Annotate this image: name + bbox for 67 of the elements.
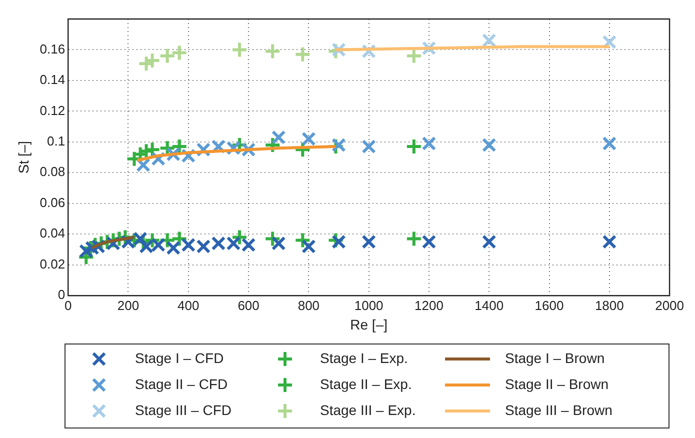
legend-label: Stage I – Exp. bbox=[320, 350, 408, 366]
y-tick-label: 0.06 bbox=[40, 194, 66, 210]
point bbox=[139, 239, 154, 254]
x-tick-label: 400 bbox=[178, 298, 200, 313]
point bbox=[332, 138, 346, 152]
point bbox=[294, 46, 312, 63]
y-tick-label: 0.14 bbox=[40, 72, 66, 88]
legend-label: Stage III – CFD bbox=[135, 402, 232, 418]
point bbox=[332, 234, 346, 249]
x-tick-label: 1800 bbox=[594, 298, 624, 313]
x-tick-label: 2000 bbox=[655, 298, 684, 313]
y-tick-label: 0 bbox=[58, 287, 66, 302]
point bbox=[166, 240, 181, 256]
point bbox=[196, 239, 211, 254]
point bbox=[362, 234, 376, 249]
point bbox=[422, 136, 436, 151]
point bbox=[482, 33, 496, 48]
legend-label: Stage I – CFD bbox=[135, 350, 224, 366]
legend-label: Stage I – Brown bbox=[505, 350, 605, 366]
legend-label: Stage II – Brown bbox=[505, 376, 609, 392]
point bbox=[136, 158, 150, 172]
point bbox=[302, 132, 316, 146]
point bbox=[302, 239, 316, 254]
point bbox=[226, 236, 241, 251]
point bbox=[264, 42, 282, 60]
point bbox=[602, 34, 617, 50]
point bbox=[170, 44, 188, 62]
point bbox=[294, 232, 312, 249]
point bbox=[602, 136, 617, 151]
point bbox=[231, 228, 248, 246]
point bbox=[422, 234, 436, 249]
y-tick-label: 0.16 bbox=[40, 41, 66, 56]
point bbox=[133, 232, 148, 246]
point bbox=[482, 234, 496, 249]
point bbox=[151, 238, 166, 252]
point bbox=[362, 139, 376, 154]
point bbox=[211, 236, 226, 251]
point bbox=[170, 230, 188, 248]
point bbox=[158, 47, 176, 64]
point bbox=[231, 41, 248, 58]
legend-label: Stage II – Exp. bbox=[320, 376, 412, 392]
x-tick-label: 800 bbox=[298, 298, 320, 313]
point bbox=[271, 236, 286, 251]
y-tick-label: 0.08 bbox=[40, 164, 66, 180]
x-tick-label: 1200 bbox=[414, 298, 444, 313]
legend-label: Stage II – CFD bbox=[135, 376, 228, 392]
legend-label: Stage III – Brown bbox=[505, 402, 612, 418]
point bbox=[181, 238, 196, 252]
y-tick-label: 0.04 bbox=[40, 226, 66, 241]
point bbox=[78, 244, 94, 258]
point bbox=[241, 238, 256, 252]
point bbox=[271, 130, 286, 144]
x-tick-label: 1400 bbox=[474, 298, 504, 313]
y-tick-label: 0.12 bbox=[40, 102, 66, 118]
legend-label: Stage III – Exp. bbox=[320, 402, 416, 418]
point bbox=[405, 230, 422, 248]
x-tick-label: 200 bbox=[117, 298, 140, 313]
point bbox=[602, 234, 617, 249]
x-tick-label: 600 bbox=[238, 298, 260, 313]
x-axis-title: Re [–] bbox=[350, 316, 388, 332]
y-tick-label: 0.1 bbox=[47, 134, 66, 149]
point bbox=[405, 138, 422, 156]
point bbox=[482, 138, 496, 152]
x-tick-label: 1600 bbox=[534, 298, 564, 313]
x-tick-label: 1000 bbox=[354, 298, 384, 313]
y-axis-title: St [–] bbox=[15, 140, 32, 174]
y-tick-label: 0.02 bbox=[40, 256, 66, 272]
